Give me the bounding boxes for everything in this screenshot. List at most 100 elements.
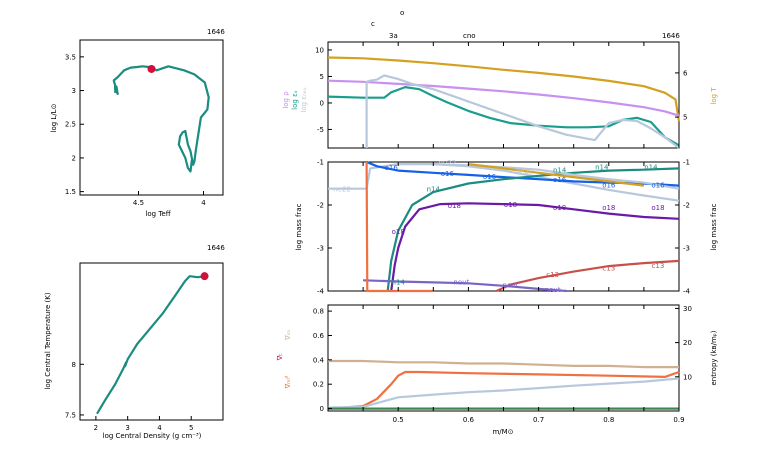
top-ylabel-rho: log ρ [282, 91, 290, 109]
bot-ytick-right-label: 30 [683, 305, 692, 313]
bot-ytick-left-label: 0.4 [313, 356, 325, 364]
abund-line-label: neut [503, 282, 519, 290]
abund-series-o18 [390, 202, 680, 292]
hr-xtick-label: 4.5 [133, 199, 144, 207]
mid-ytick-right-label: -1 [683, 159, 690, 167]
bot-ylabel-rad: ∇ₘₗᵈ [284, 375, 292, 389]
abund-line-label: o18 [392, 228, 405, 236]
burn-marker-cno: cno [463, 32, 476, 40]
bot-xtick-label: 0.9 [673, 416, 684, 424]
abund-line-label: o16 [602, 181, 616, 189]
bot-xtick-label: 0.5 [393, 416, 404, 424]
center-series-0 [96, 275, 207, 414]
top-ytick-left-label: 0 [320, 99, 324, 107]
hr-ytick-label: 2 [72, 154, 76, 162]
grad-series-0 [328, 359, 679, 369]
top-profile-panel: -5 0 5 10 5 6 log ρ log εᵥ log εₙₑᵤ log T [282, 41, 718, 149]
top-series-2 [327, 86, 680, 147]
center-xtick-label: 2 [94, 424, 98, 432]
top-ticks: -5 0 5 10 5 6 [315, 42, 688, 148]
abund-line-label: n14 [644, 163, 658, 171]
top-ytick-right-label: 6 [683, 69, 688, 77]
grad-series-1 [327, 370, 680, 410]
abund-line-label: neut [545, 286, 561, 294]
hr-current-marker [147, 64, 156, 73]
bot-ticks: 0 0.2 0.4 0.6 0.8 10 20 30 0.5 0.6 0.7 0.8 0.9 [313, 305, 692, 424]
abund-line-label: o18 [448, 202, 461, 210]
bot-xtick-label: 0.6 [463, 416, 475, 424]
abund-line-label: o16 [385, 164, 399, 172]
hr-model-number: 1646 [207, 28, 225, 36]
abund-line-label: c13 [546, 271, 559, 279]
center-series [96, 272, 209, 414]
center-xtick-label: 5 [189, 424, 193, 432]
abund-line-label: o16 [651, 181, 665, 189]
abund-line-label: ne22 [516, 168, 534, 176]
bot-ytick-left-label: 0.8 [313, 308, 324, 316]
abund-line-label: n14 [595, 163, 609, 171]
hr-ytick-label: 3.5 [65, 53, 76, 61]
mid-ytick-left-label: -2 [317, 202, 324, 210]
bot-xtick-label: 0.7 [533, 416, 544, 424]
mid-ytick-right-label: -4 [683, 288, 691, 296]
mid-ytick-right-label: -3 [683, 245, 690, 253]
top-series-1 [327, 79, 680, 117]
bot-ytick-right-label: 10 [683, 373, 692, 381]
mid-ylabel-left: log mass frac [295, 203, 303, 250]
bot-ylabel-T: ∇ₜ [276, 354, 284, 362]
top-ytick-right-label: 5 [683, 114, 687, 122]
top-ylabel-T: log T [710, 87, 718, 105]
top-ylabel-epsnuc: log εᵥ [291, 90, 299, 110]
abund-series-n14 [386, 167, 680, 292]
bot-ytick-right-label: 20 [683, 339, 692, 347]
center-ytick-label: 7.5 [65, 411, 76, 419]
abund-line-label: n14 [392, 279, 406, 287]
burn-marker-o: o [400, 9, 404, 17]
bot-ylabel-ad: ∇ₛₐ [284, 330, 292, 341]
mid-ylabel-right: log mass frac [710, 203, 718, 250]
center-xlabel: log Central Density (g cm⁻³) [103, 432, 202, 440]
bot-xtick-label: 0.8 [603, 416, 614, 424]
bot-ylabel-right: entropy (kʙ/mₚ) [710, 330, 718, 385]
burn-marker-3a: 3a [389, 32, 398, 40]
abund-line-label: o16 [441, 170, 455, 178]
center-current-marker [200, 272, 209, 281]
abund-line-label: c13 [652, 262, 665, 270]
bot-series [327, 359, 680, 410]
center-panel: 1646 log Central Density (g cm⁻³) log Ce… [44, 244, 225, 440]
mid-ytick-left-label: -3 [317, 245, 324, 253]
center-frame [79, 262, 224, 421]
center-ylabel: log Central Temperature (K) [44, 292, 52, 389]
hr-ytick-label: 1.5 [65, 188, 76, 196]
top-ytick-left-label: 5 [320, 73, 324, 81]
center-xtick-label: 4 [157, 424, 162, 432]
abund-series-n15 [468, 163, 645, 187]
hr-xtick-label: 4 [201, 199, 206, 207]
abund-line-label: n14 [427, 186, 441, 194]
mid-ytick-right-label: -2 [683, 202, 690, 210]
hr-xlabel: log Teff [145, 210, 170, 218]
hr-ytick-label: 2.5 [65, 121, 76, 129]
bot-ytick-left-label: 0.2 [313, 381, 324, 389]
top-ytick-left-label: -5 [317, 126, 324, 134]
mid-ytick-left-label: -4 [317, 288, 325, 296]
top-ylabel-epsneu: log εₙₑᵤ [300, 87, 308, 112]
profile-model-number: 1646 [662, 32, 680, 40]
abund-line-label: c13 [602, 264, 615, 272]
hr-panel: 1646 log Teff log L/L⊙ 4.5 4 1.5 2 2.5 3 3.5 [50, 28, 225, 218]
top-frame [327, 41, 680, 149]
hr-ytick-label: 3 [72, 87, 76, 95]
grad-series-2 [327, 377, 680, 409]
center-model-number: 1646 [207, 244, 225, 252]
hr-series [112, 64, 210, 173]
mid-ytick-left-label: -1 [317, 159, 324, 167]
bot-ytick-left-label: 0 [320, 405, 324, 413]
abund-line-label: o18 [651, 204, 664, 212]
top-series-0 [327, 56, 681, 122]
center-xtick-label: 3 [125, 424, 129, 432]
abund-line-label: neut [453, 279, 469, 287]
abund-line-label: o18 [504, 201, 517, 209]
abund-line-label: o16 [553, 176, 567, 184]
